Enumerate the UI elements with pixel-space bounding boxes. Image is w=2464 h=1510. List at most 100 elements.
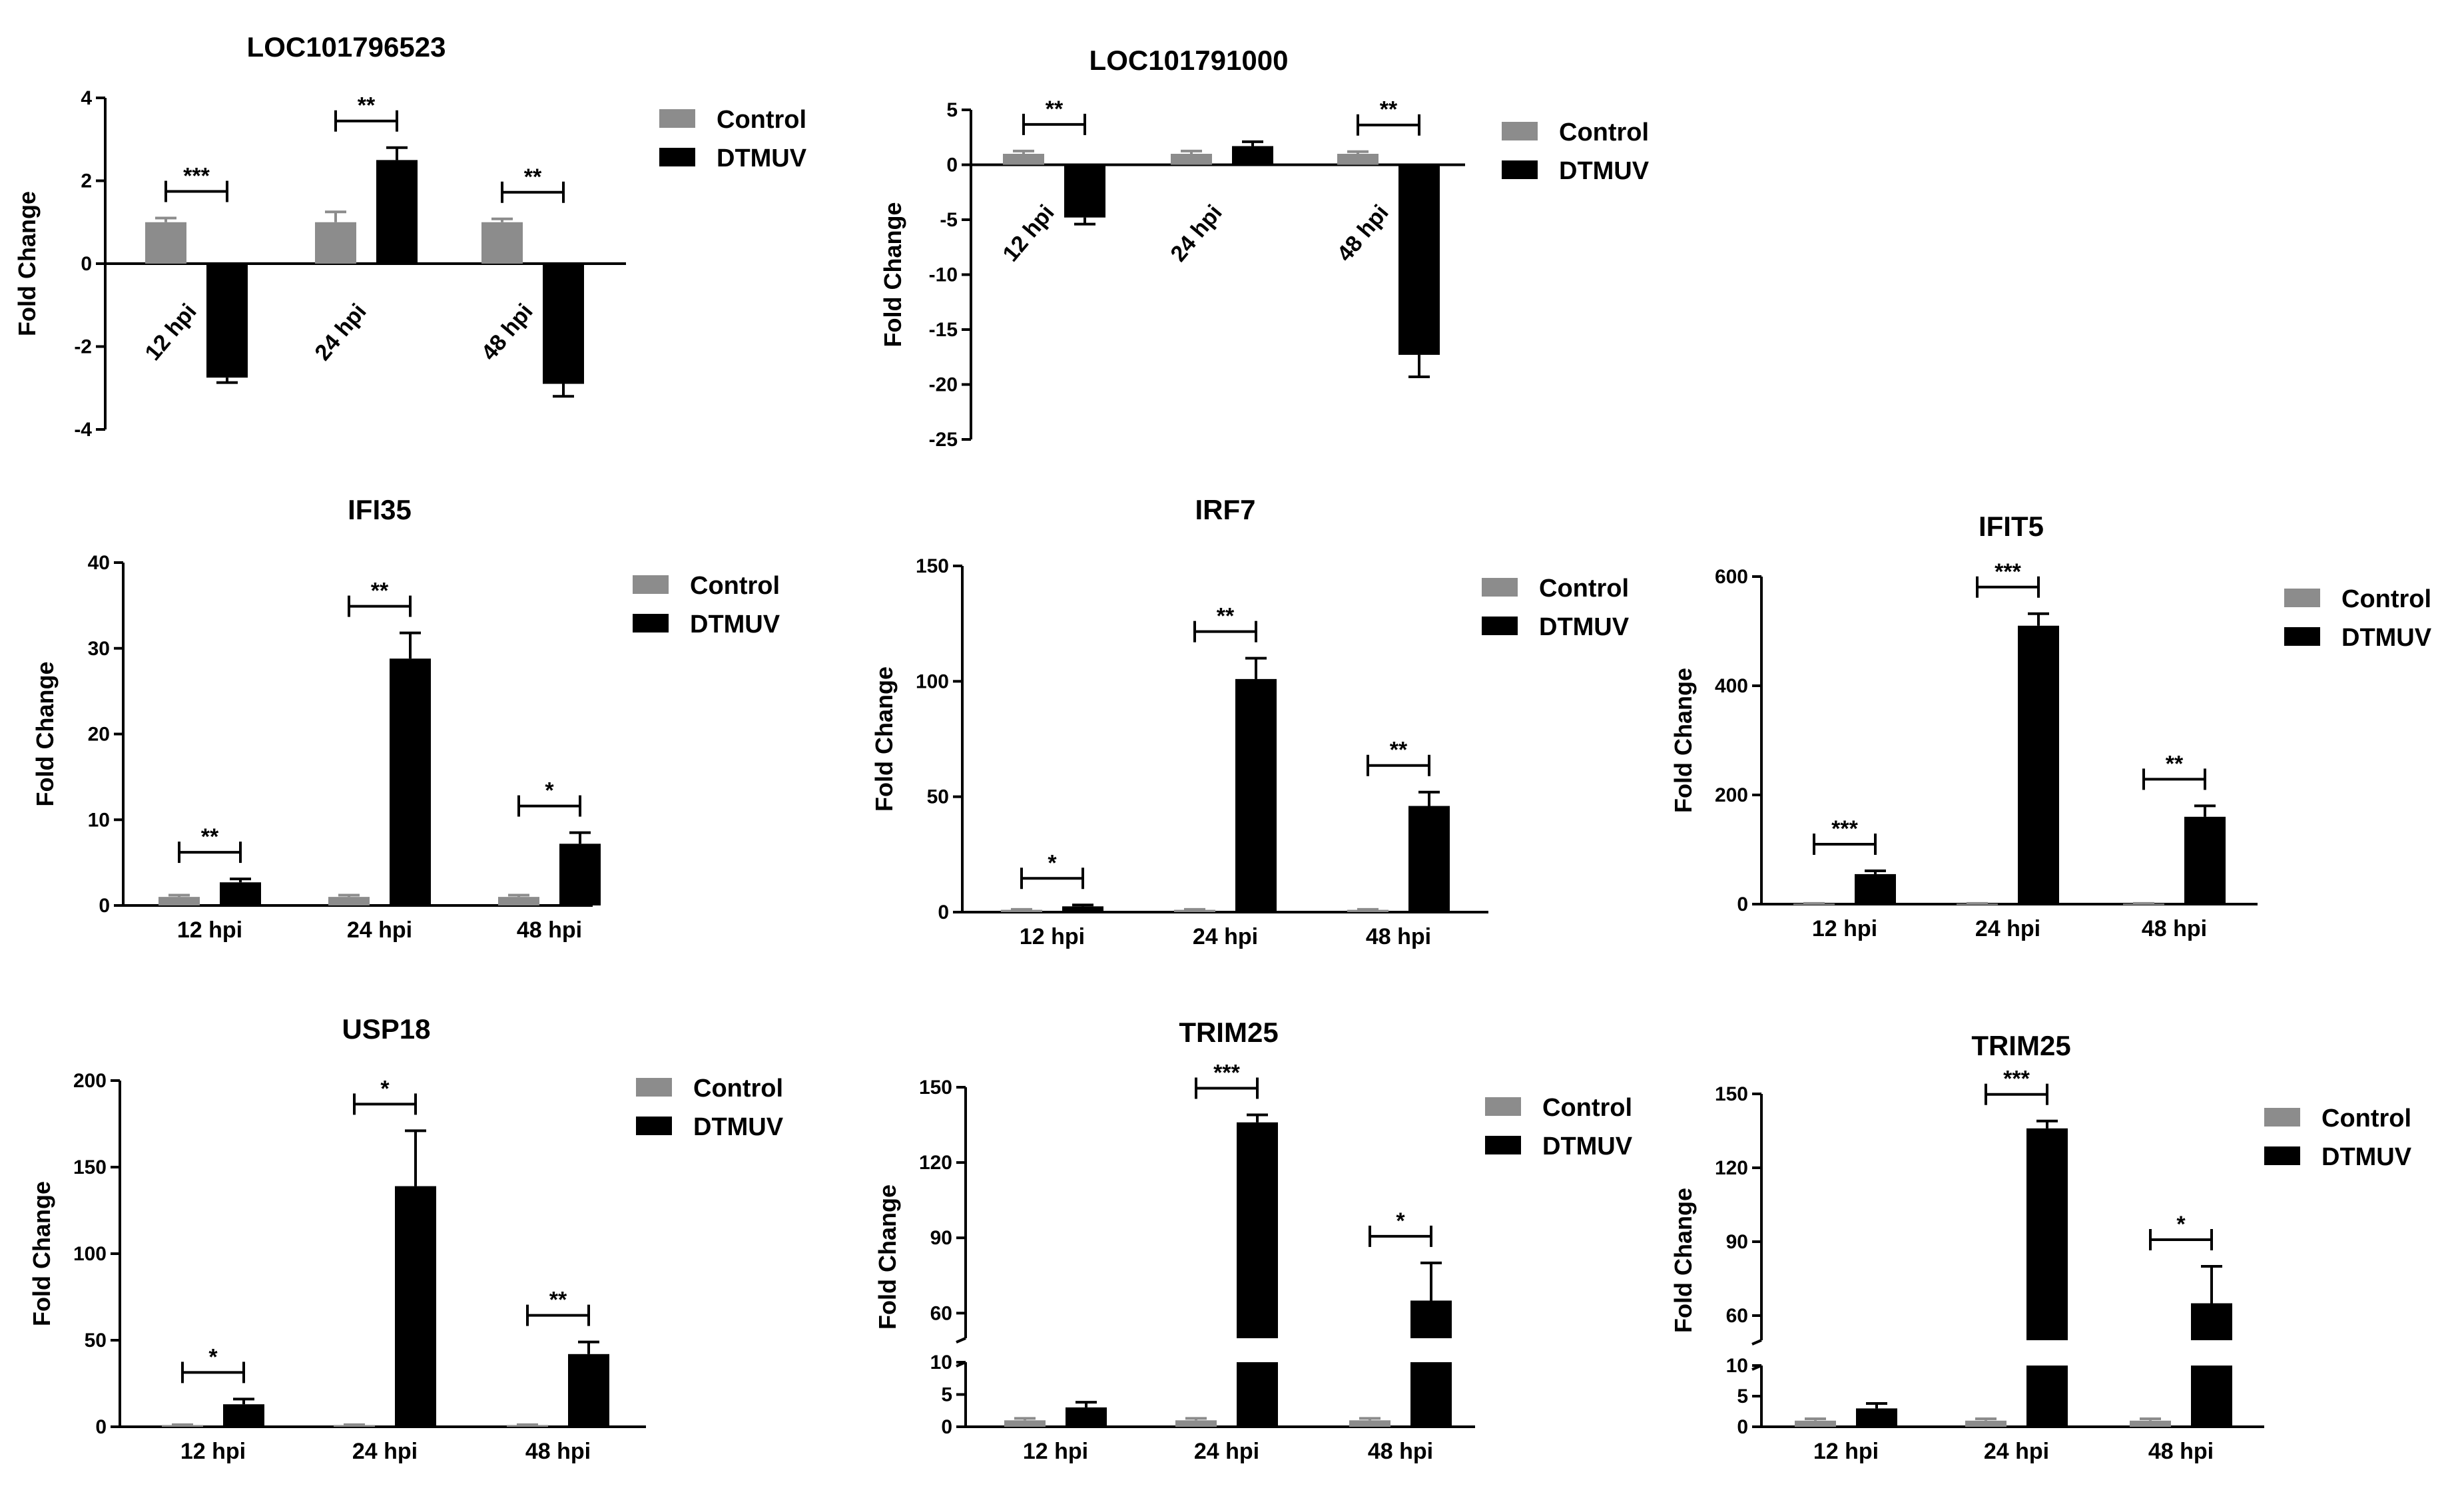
x-category-label: 48 hpi — [1368, 1439, 1433, 1464]
y-tick-label: 600 — [1715, 566, 1748, 588]
control-bar — [2130, 1420, 2171, 1427]
x-category-label: 48 hpi — [1332, 200, 1393, 267]
x-category-label: 48 hpi — [2148, 1439, 2214, 1464]
x-category-label: 24 hpi — [310, 299, 371, 366]
chart-panel-3: IFI35 0 10 20 30 40 Fold Change 12 hpi ** 24 hpi *… — [31, 494, 780, 943]
significance-stars: *** — [183, 164, 210, 189]
x-category-label: 48 hpi — [1366, 924, 1431, 949]
y-tick-label: 60 — [930, 1302, 952, 1324]
dtmuv-bar — [1066, 1407, 1107, 1427]
x-category-label: 24 hpi — [1975, 916, 2040, 941]
x-category-label: 12 hpi — [1020, 924, 1085, 949]
x-category-label: 12 hpi — [1023, 1439, 1088, 1464]
y-tick-label: 2 — [81, 170, 92, 192]
legend-label: Control — [717, 106, 806, 134]
y-tick-label: 100 — [73, 1243, 107, 1265]
legend-swatch-dtmuv — [636, 1117, 672, 1135]
x-category-label: 12 hpi — [998, 200, 1059, 267]
x-category-label: 12 hpi — [1813, 1439, 1879, 1464]
axis-break-mark — [956, 1337, 966, 1344]
y-tick-label: 120 — [1715, 1157, 1748, 1179]
y-tick-label: -20 — [929, 374, 958, 396]
control-bar — [1337, 154, 1379, 165]
y-axis-label: Fold Change — [13, 191, 41, 336]
legend-swatch-dtmuv — [2264, 1146, 2300, 1165]
control-bar — [481, 222, 523, 264]
y-tick-label: 10 — [88, 809, 110, 831]
y-tick-label: 0 — [1737, 1416, 1748, 1438]
significance-stars: * — [545, 778, 554, 804]
y-tick-label: 4 — [81, 87, 92, 109]
y-axis-label: Fold Change — [879, 202, 906, 348]
significance-stars: * — [2176, 1212, 2186, 1237]
legend-label: DTMUV — [693, 1113, 784, 1141]
significance-stars: *** — [1831, 816, 1858, 842]
y-tick-label: 20 — [88, 724, 110, 746]
y-tick-label: -15 — [929, 319, 958, 341]
significance-stars: ** — [1217, 604, 1235, 629]
control-bar — [328, 897, 370, 905]
dtmuv-bar — [220, 882, 261, 905]
legend-swatch-dtmuv — [1502, 160, 1538, 179]
dtmuv-bar — [376, 160, 418, 264]
chart-title: TRIM25 — [1971, 1030, 2070, 1061]
significance-stars: * — [1396, 1208, 1405, 1234]
legend-label: Control — [2341, 585, 2431, 613]
legend-label: DTMUV — [717, 144, 807, 172]
dtmuv-bar — [223, 1404, 264, 1427]
y-axis-label: Fold Change — [1670, 668, 1697, 813]
legend-label: Control — [690, 572, 780, 600]
control-bar — [1171, 154, 1212, 165]
legend-swatch-control — [1482, 578, 1518, 597]
y-tick-label: 50 — [927, 786, 949, 808]
chart-title: IRF7 — [1195, 494, 1255, 525]
y-tick-label: 100 — [916, 670, 949, 692]
chart-panel-6: USP18 0 50 100 150 200 Fold Change 12 hpi * 24 hp… — [28, 1013, 784, 1464]
dtmuv-bar — [559, 844, 601, 905]
y-tick-label: 400 — [1715, 675, 1748, 697]
legend-swatch-control — [2284, 589, 2320, 607]
legend-label: DTMUV — [1539, 613, 1630, 641]
control-bar — [1174, 909, 1215, 912]
y-tick-label: -5 — [940, 209, 958, 231]
y-tick-label: 40 — [88, 552, 110, 574]
dtmuv-bar — [390, 658, 431, 905]
axis-break-mark — [1751, 1339, 1762, 1346]
significance-stars: ** — [358, 93, 376, 119]
control-bar — [145, 222, 186, 264]
significance-stars: *** — [1213, 1060, 1240, 1085]
y-tick-label: 90 — [930, 1227, 952, 1249]
dtmuv-bar — [2018, 625, 2059, 904]
dtmuv-bar — [1232, 146, 1273, 165]
control-bar — [1347, 909, 1388, 912]
chart-panel-8: TRIM25 0 5 10 60 90 120 150 Fold Change 12 hpi 24 … — [1670, 1030, 2412, 1464]
significance-stars: * — [380, 1076, 390, 1101]
legend-swatch-dtmuv — [1485, 1136, 1521, 1154]
y-tick-label: 150 — [73, 1156, 107, 1178]
y-tick-label: 60 — [1726, 1305, 1748, 1327]
significance-stars: ** — [549, 1288, 567, 1313]
x-category-label: 12 hpi — [1812, 916, 1877, 941]
legend-label: DTMUV — [1559, 157, 1650, 185]
legend-label: DTMUV — [690, 611, 780, 638]
significance-stars: ** — [1380, 97, 1398, 123]
chart-title: LOC101796523 — [247, 31, 446, 63]
x-category-label: 24 hpi — [1984, 1439, 2049, 1464]
significance-stars: * — [208, 1344, 218, 1370]
legend-swatch-control — [659, 109, 695, 128]
x-category-label: 24 hpi — [1193, 924, 1258, 949]
dtmuv-bar — [206, 264, 248, 378]
dtmuv-bar — [1398, 164, 1440, 355]
significance-stars: ** — [524, 164, 542, 190]
dtmuv-bar — [2191, 1366, 2232, 1427]
dtmuv-bar — [1410, 1362, 1452, 1427]
x-category-label: 48 hpi — [476, 299, 537, 366]
legend-label: Control — [1542, 1094, 1632, 1122]
y-tick-label: 150 — [919, 1077, 952, 1099]
chart-title: USP18 — [342, 1013, 430, 1045]
legend-swatch-dtmuv — [633, 614, 669, 632]
x-category-label: 48 hpi — [517, 917, 582, 943]
legend-label: Control — [693, 1075, 783, 1103]
legend-label: Control — [1559, 119, 1649, 146]
legend-swatch-control — [1485, 1097, 1521, 1116]
